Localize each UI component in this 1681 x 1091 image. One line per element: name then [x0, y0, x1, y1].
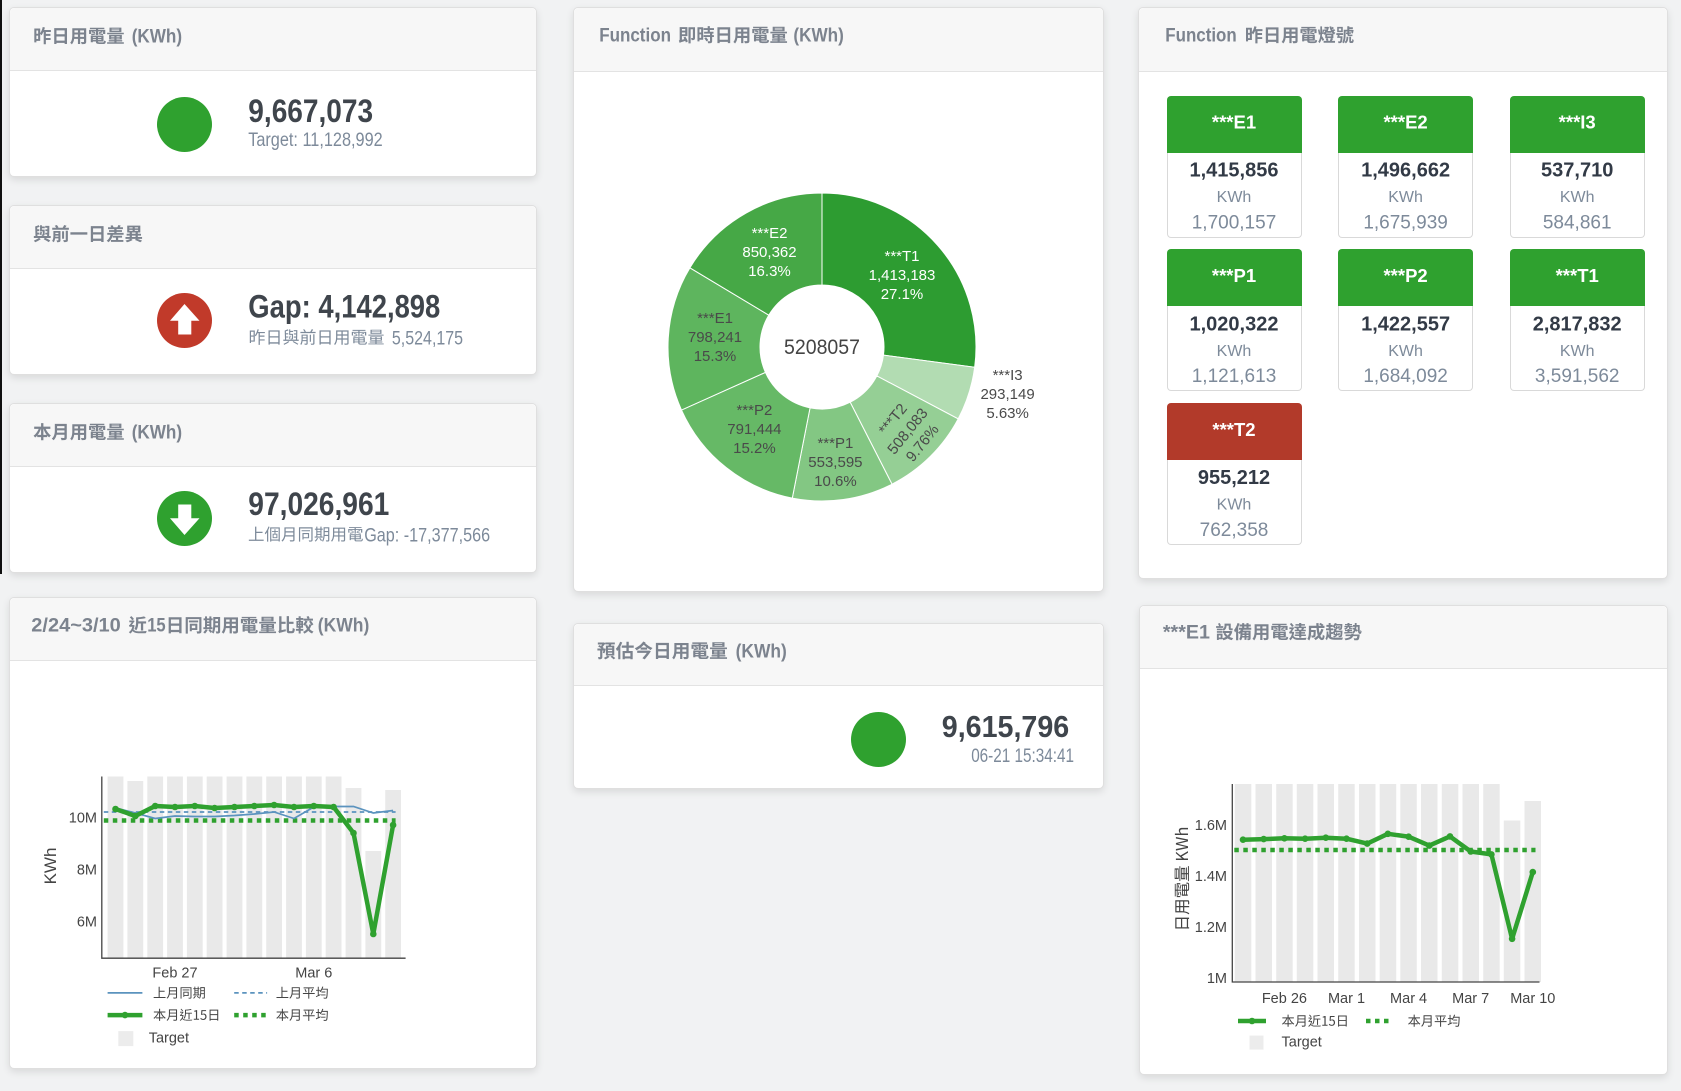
- svg-text:2/24~3/10: 2/24~3/10: [31, 615, 121, 637]
- svg-text:9,667,073: 9,667,073: [248, 93, 373, 129]
- svg-text:1,675,939: 1,675,939: [1363, 213, 1448, 234]
- svg-text:Mar 10: Mar 10: [1510, 991, 1555, 1007]
- svg-text:1,413,183: 1,413,183: [869, 267, 936, 284]
- svg-text:***P2: ***P2: [1383, 265, 1427, 286]
- svg-text:KWh: KWh: [1217, 189, 1252, 206]
- svg-text:16.3%: 16.3%: [748, 263, 791, 280]
- svg-text:(KWh): (KWh): [132, 421, 182, 443]
- svg-text:10.6%: 10.6%: [814, 473, 857, 490]
- svg-text:KWh: KWh: [41, 848, 60, 885]
- svg-text:***I3: ***I3: [993, 367, 1023, 384]
- svg-text:1,422,557: 1,422,557: [1361, 313, 1450, 335]
- svg-text:1.2M: 1.2M: [1195, 920, 1227, 936]
- svg-text:KWh: KWh: [1217, 497, 1252, 514]
- svg-text:Target: Target: [149, 1031, 189, 1047]
- svg-text:(KWh): (KWh): [736, 640, 787, 662]
- svg-text:798,241: 798,241: [688, 329, 742, 346]
- svg-text:1,415,856: 1,415,856: [1190, 160, 1279, 182]
- svg-text:15.3%: 15.3%: [694, 348, 737, 365]
- svg-text:***P1: ***P1: [1212, 265, 1256, 286]
- svg-text:***E1: ***E1: [1163, 621, 1210, 643]
- svg-text:6M: 6M: [77, 915, 97, 931]
- svg-text:Feb 26: Feb 26: [1262, 991, 1307, 1007]
- svg-text:584,861: 584,861: [1543, 213, 1612, 234]
- svg-text:***T1: ***T1: [1556, 265, 1599, 286]
- svg-text:KWh: KWh: [1560, 343, 1595, 360]
- svg-text:1,496,662: 1,496,662: [1361, 160, 1450, 182]
- svg-text:Mar 1: Mar 1: [1328, 991, 1365, 1007]
- svg-text:955,212: 955,212: [1198, 467, 1270, 489]
- svg-text:9,615,796: 9,615,796: [942, 709, 1069, 744]
- svg-text:***E2: ***E2: [1383, 111, 1427, 132]
- svg-text:***E2: ***E2: [752, 225, 788, 242]
- svg-text:***P1: ***P1: [817, 435, 853, 452]
- svg-text:1,121,613: 1,121,613: [1192, 366, 1277, 387]
- svg-text:8M: 8M: [77, 863, 97, 879]
- svg-text:Mar 4: Mar 4: [1390, 991, 1427, 1007]
- svg-text:10M: 10M: [69, 811, 97, 827]
- svg-text:Feb 27: Feb 27: [152, 965, 197, 981]
- svg-text:Function: Function: [1165, 24, 1236, 46]
- svg-text:537,710: 537,710: [1541, 160, 1613, 182]
- svg-text:1M: 1M: [1207, 971, 1227, 987]
- svg-text:1.4M: 1.4M: [1195, 869, 1227, 885]
- svg-text:***T2: ***T2: [1212, 419, 1255, 440]
- svg-text:97,026,961: 97,026,961: [248, 486, 389, 522]
- svg-text:KWh: KWh: [1388, 189, 1423, 206]
- svg-text:553,595: 553,595: [808, 454, 862, 471]
- svg-text:1,700,157: 1,700,157: [1192, 213, 1277, 234]
- svg-text:***T1: ***T1: [884, 248, 919, 265]
- svg-text:791,444: 791,444: [727, 421, 781, 438]
- svg-text:KWh: KWh: [1560, 189, 1595, 206]
- svg-text:***I3: ***I3: [1559, 111, 1596, 132]
- svg-text:(KWh): (KWh): [793, 24, 843, 46]
- svg-text:Target: Target: [1282, 1035, 1322, 1051]
- svg-text:15.2%: 15.2%: [733, 440, 776, 457]
- svg-text:Mar 7: Mar 7: [1452, 991, 1489, 1007]
- svg-text:Function: Function: [599, 24, 671, 46]
- svg-text:3,591,562: 3,591,562: [1535, 366, 1620, 387]
- svg-text:293,149: 293,149: [980, 386, 1034, 403]
- svg-text:1.6M: 1.6M: [1195, 818, 1227, 834]
- svg-text:850,362: 850,362: [742, 244, 796, 261]
- svg-text:KWh: KWh: [1217, 343, 1252, 360]
- svg-text:(KWh): (KWh): [132, 25, 182, 47]
- svg-text:Gap: -17,377,566: Gap: -17,377,566: [364, 524, 490, 546]
- svg-text:Gap: 4,142,898: Gap: 4,142,898: [248, 288, 440, 324]
- svg-text:(KWh): (KWh): [318, 615, 370, 637]
- svg-text:15: 15: [147, 615, 166, 637]
- svg-text:***E1: ***E1: [697, 310, 733, 327]
- svg-text:5.63%: 5.63%: [986, 405, 1029, 422]
- svg-text:762,358: 762,358: [1200, 520, 1269, 541]
- svg-text:Target: 11,128,992: Target: 11,128,992: [248, 129, 383, 151]
- svg-text:06-21 15:34:41: 06-21 15:34:41: [971, 745, 1074, 767]
- svg-text:27.1%: 27.1%: [881, 286, 924, 303]
- svg-text:1,684,092: 1,684,092: [1363, 366, 1448, 387]
- svg-text:2,817,832: 2,817,832: [1533, 313, 1622, 335]
- svg-text:1,020,322: 1,020,322: [1190, 313, 1279, 335]
- svg-text:5,524,175: 5,524,175: [392, 329, 463, 350]
- svg-text:***P2: ***P2: [736, 402, 772, 419]
- svg-text:***E1: ***E1: [1212, 111, 1256, 132]
- svg-text:KWh: KWh: [1388, 343, 1423, 360]
- svg-text:5208057: 5208057: [784, 336, 860, 359]
- svg-text:Mar 6: Mar 6: [295, 965, 332, 981]
